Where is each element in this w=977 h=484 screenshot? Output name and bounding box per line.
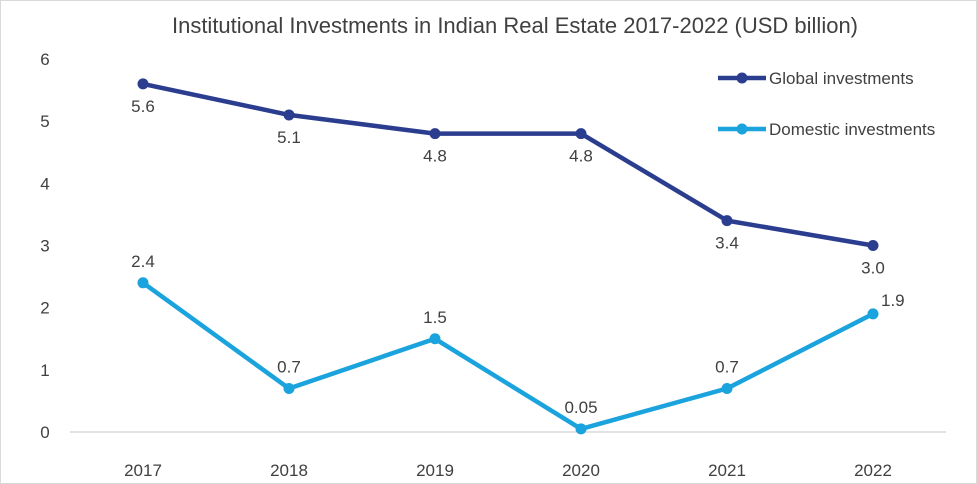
series-domestic: 2.4 0.7 1.5 0.05 0.7 1.9 — [131, 252, 905, 435]
x-tick-label: 2019 — [416, 461, 454, 480]
data-label: 2.4 — [131, 252, 155, 271]
y-tick-label: 5 — [40, 112, 49, 131]
data-point — [867, 240, 879, 251]
x-tick-label: 2021 — [708, 461, 746, 480]
legend: Global investments Domestic investments — [718, 69, 935, 139]
data-label: 4.8 — [423, 147, 447, 166]
series-global: 5.6 5.1 4.8 4.8 3.4 3.0 — [131, 78, 885, 278]
x-tick-label: 2017 — [124, 461, 162, 480]
x-axis: 2017 2018 2019 2020 2021 2022 — [124, 461, 892, 480]
y-tick-label: 4 — [40, 174, 49, 193]
data-label: 1.9 — [881, 291, 905, 310]
data-label: 0.7 — [715, 357, 739, 376]
data-point — [283, 382, 295, 394]
legend-label: Domestic investments — [769, 120, 935, 139]
y-tick-label: 6 — [40, 50, 49, 69]
data-label: 0.7 — [277, 357, 301, 376]
x-tick-label: 2018 — [270, 461, 308, 480]
data-point — [721, 215, 733, 227]
y-tick-label: 3 — [40, 237, 49, 256]
legend-item: Global investments — [718, 69, 914, 88]
chart-title: Institutional Investments in Indian Real… — [172, 13, 858, 38]
data-label: 3.4 — [715, 234, 739, 253]
data-point — [283, 109, 295, 121]
data-point — [429, 333, 441, 345]
x-tick-label: 2022 — [854, 461, 892, 480]
data-label: 0.05 — [564, 398, 597, 417]
data-point — [867, 308, 879, 320]
data-point — [575, 128, 587, 140]
data-label: 1.5 — [423, 308, 447, 327]
x-tick-label: 2020 — [562, 461, 600, 480]
series-line — [140, 280, 876, 432]
y-axis: 0 1 2 3 4 5 6 — [40, 50, 49, 442]
data-label: 5.1 — [277, 128, 301, 147]
data-point — [575, 423, 587, 435]
data-label: 5.6 — [131, 97, 155, 116]
y-tick-label: 1 — [40, 361, 49, 380]
y-tick-label: 2 — [40, 299, 49, 318]
data-label: 3.0 — [861, 259, 885, 278]
data-label: 4.8 — [569, 147, 593, 166]
series-line — [140, 81, 876, 248]
data-point — [721, 382, 733, 394]
legend-item: Domestic investments — [718, 120, 935, 139]
data-point — [137, 78, 149, 90]
legend-swatch-marker — [736, 72, 748, 84]
legend-label: Global investments — [769, 69, 914, 88]
series-layer: 5.6 5.1 4.8 4.8 3.4 3.0 2.4 0.7 1.5 0.05 0.7 1.9 — [131, 78, 905, 435]
legend-swatch-marker — [736, 123, 748, 135]
data-point — [137, 277, 149, 289]
y-tick-label: 0 — [40, 423, 49, 442]
data-point — [429, 128, 441, 140]
